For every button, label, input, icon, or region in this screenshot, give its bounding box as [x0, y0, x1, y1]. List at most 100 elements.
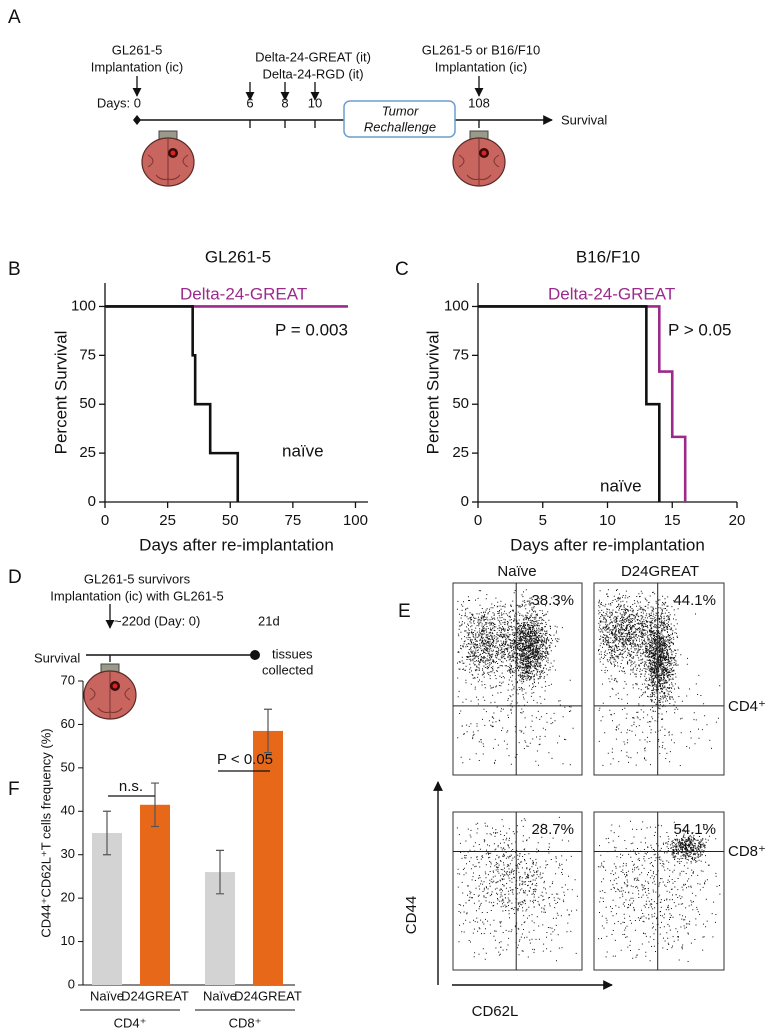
row-label: CD8⁺	[728, 843, 766, 860]
x-tick-label: 10	[599, 512, 616, 529]
plot-frame	[452, 811, 583, 971]
panel-letter: E	[398, 601, 411, 622]
box	[343, 100, 456, 138]
survival-line	[478, 305, 661, 502]
y-tick-label: 30	[61, 846, 75, 861]
x-tick-label: 25	[159, 512, 176, 529]
panel-letter: A	[8, 7, 21, 28]
label: ~220d (Day: 0)	[114, 613, 200, 628]
plot-frame	[452, 582, 583, 776]
label: 6	[246, 95, 253, 110]
series-label: Delta-24-GREAT	[548, 284, 675, 303]
column-label: D24GREAT	[621, 563, 699, 580]
tick	[249, 120, 480, 128]
y-tick-label: 100	[444, 297, 469, 314]
dots	[597, 820, 721, 962]
label: GL261-5	[112, 42, 163, 57]
percentage: 38.3%	[531, 592, 574, 609]
label: tissues	[272, 646, 313, 661]
x-tick-label: 20	[729, 512, 746, 529]
y-tick-label: 25	[452, 444, 469, 461]
bar	[253, 730, 283, 985]
label: Survival	[561, 112, 607, 127]
x-tick-label: 0	[474, 512, 482, 529]
label: 21d	[258, 613, 280, 628]
label: GL261-5 or B16/F10	[422, 42, 541, 57]
brain-icon	[452, 130, 506, 187]
y-tick-label: 70	[61, 672, 75, 687]
panel-letter: B	[8, 259, 21, 280]
label: Survival	[34, 650, 80, 665]
x-tick-label: Naïve	[203, 988, 237, 1003]
y-tick-label: 100	[71, 297, 96, 314]
label: Implantation (ic)	[91, 59, 183, 74]
label: 8	[281, 95, 288, 110]
annotation: P < 0.05	[217, 751, 273, 768]
y-tick-label: 0	[88, 493, 96, 510]
y-tick-label: 20	[61, 890, 75, 905]
x-tick-label: D24GREAT	[121, 988, 189, 1003]
chart-title: B16/F10	[576, 247, 640, 266]
x-tick-label: 5	[539, 512, 547, 529]
y-tick-label: 50	[61, 759, 75, 774]
timeline-a: GL261-5 Implantation (ic) Delta-24-GREAT…	[91, 42, 607, 187]
timeline-d: GL261-5 survivors Implantation (ic) with…	[34, 571, 313, 720]
brain-icon	[141, 130, 195, 187]
annotation: P > 0.05	[668, 320, 732, 339]
x-axis-label: Days after re-implantation	[510, 535, 705, 554]
panel-letter: C	[395, 259, 409, 280]
y-tick-label: 50	[452, 395, 469, 412]
bar	[140, 804, 170, 985]
series-label: Delta-24-GREAT	[180, 284, 307, 303]
x-axis-label: Days after re-implantation	[139, 535, 334, 554]
column-label: Naïve	[497, 563, 536, 580]
y-tick-label: 25	[79, 444, 96, 461]
survival-line	[478, 305, 687, 502]
y-tick-label: 75	[452, 346, 469, 363]
bar	[92, 833, 122, 985]
box-label: Rechallenge	[364, 119, 436, 134]
y-tick-label: 75	[79, 346, 96, 363]
y-tick-label: 10	[61, 933, 75, 948]
percentage: 54.1%	[673, 821, 716, 838]
start-point	[133, 115, 141, 125]
annotation: P = 0.003	[275, 320, 348, 339]
axis-label: CD62L	[472, 1003, 519, 1020]
label: Delta-24-GREAT (it)	[255, 49, 371, 64]
label: Implantation (ic)	[435, 59, 527, 74]
group-label: CD8⁺	[229, 1015, 262, 1030]
survival-line	[105, 305, 240, 502]
error-bar	[264, 708, 272, 754]
x-tick-label: 0	[101, 512, 109, 529]
percentage: 44.1%	[673, 592, 716, 609]
dots	[598, 589, 721, 766]
box-label: Tumor	[382, 103, 419, 118]
percentage: 28.7%	[531, 821, 574, 838]
label: 108	[468, 95, 490, 110]
y-tick-label: 60	[61, 716, 75, 731]
label: Delta-24-RGD (it)	[262, 66, 363, 81]
label: GL261-5 survivors	[84, 571, 191, 586]
brain-icon	[83, 663, 137, 720]
x-tick-label: Naïve	[90, 988, 124, 1003]
label: Implantation (ic) with GL261-5	[50, 588, 223, 603]
y-axis-label: CD44⁺CD62L⁺T cells frequency (%)	[38, 728, 53, 937]
error-bar	[216, 849, 224, 895]
error-bar	[151, 782, 159, 828]
x-tick-label: 75	[285, 512, 302, 529]
y-axis-label: Percent Survival	[51, 331, 70, 455]
x-tick-label: 50	[222, 512, 239, 529]
y-tick-label: 0	[68, 976, 75, 991]
flow-panel: Naïve D24GREAT CD4⁺ CD8⁺ CD44 CD62L 38.3…	[403, 563, 766, 1020]
y-axis-label: Percent Survival	[423, 331, 442, 455]
x-tick-label: 100	[343, 512, 368, 529]
end-point	[250, 650, 260, 660]
series-label: naïve	[600, 476, 642, 495]
label: Days: 0	[97, 95, 141, 110]
panel-letter: F	[8, 779, 20, 800]
panel-letter: D	[8, 567, 22, 588]
x-tick-label: 15	[664, 512, 681, 529]
label: 10	[308, 95, 322, 110]
annotation: n.s.	[119, 778, 143, 795]
y-tick-label: 40	[61, 803, 75, 818]
